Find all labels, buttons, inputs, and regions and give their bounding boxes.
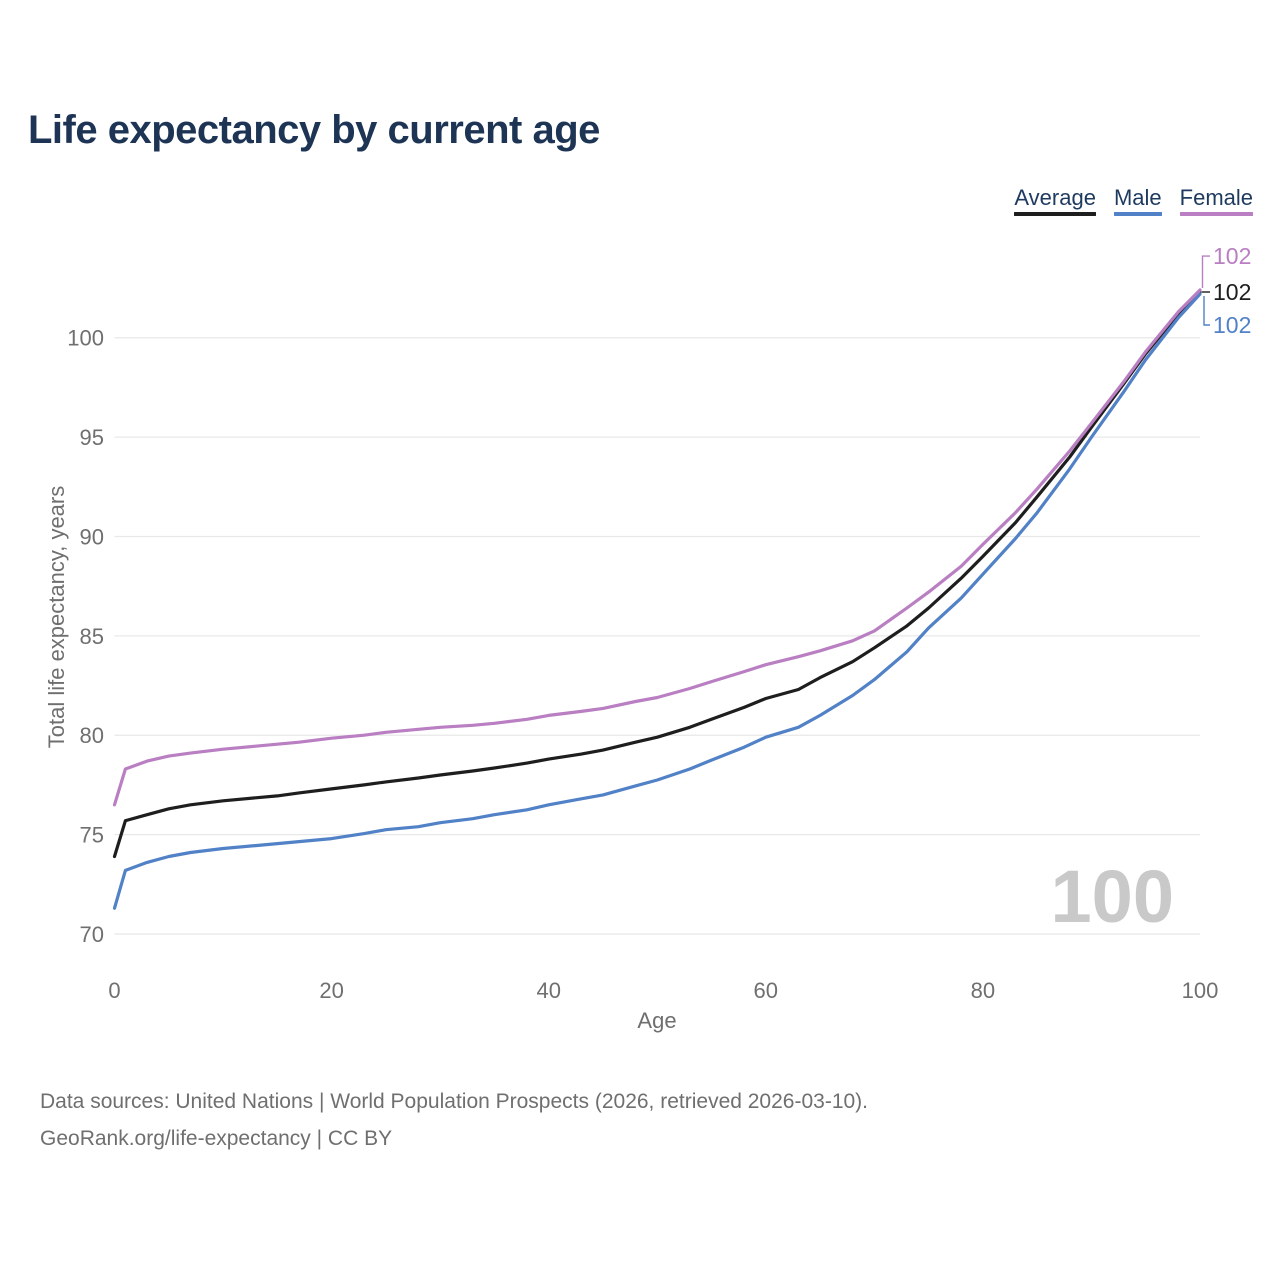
legend-swatch-male: [1113, 212, 1162, 216]
page-title: Life expectancy by current age: [28, 108, 600, 152]
legend-item-male[interactable]: Male: [1113, 185, 1162, 216]
footer-attribution: GeoRank.org/life-expectancy | CC BY: [40, 1127, 393, 1150]
series-line-average: [112, 290, 1202, 859]
legend-label-female: Female: [1179, 185, 1253, 210]
x-tick-label-20: 20: [319, 978, 343, 1003]
legend-label-average: Average: [1014, 185, 1096, 210]
watermark-age-counter: 100: [1051, 855, 1174, 938]
y-tick-label-70: 70: [80, 922, 104, 947]
y-tick-label-85: 85: [80, 624, 104, 649]
series-line-male: [112, 292, 1202, 910]
y-tick-label-80: 80: [80, 723, 104, 748]
x-tick-label-0: 0: [108, 978, 120, 1003]
x-tick-label-100: 100: [1182, 978, 1219, 1003]
legend-label-male: Male: [1113, 185, 1162, 210]
end-label-connector-male: [1203, 295, 1210, 326]
x-tick-label-80: 80: [971, 978, 995, 1003]
legend-item-average[interactable]: Average: [1014, 186, 1096, 216]
end-label-connector-female: [1201, 255, 1210, 289]
end-label-male: 102: [1213, 312, 1251, 338]
legend-swatch-female: [1179, 212, 1253, 216]
series-line-female: [112, 288, 1202, 807]
legend-swatch-average: [1014, 212, 1096, 216]
y-tick-label-90: 90: [80, 524, 104, 549]
footer-data-sources: Data sources: United Nations | World Pop…: [40, 1090, 869, 1113]
x-axis-title: Age: [637, 1008, 677, 1033]
end-label-average: 102: [1213, 279, 1251, 305]
end-label-female: 102: [1213, 243, 1251, 269]
x-tick-label-60: 60: [754, 978, 778, 1003]
x-tick-label-40: 40: [536, 978, 560, 1003]
legend-item-female[interactable]: Female: [1179, 185, 1253, 216]
y-tick-label-75: 75: [80, 823, 104, 848]
y-tick-label-95: 95: [80, 425, 104, 450]
y-axis-title: Total life expectancy, years: [44, 485, 69, 749]
y-tick-label-100: 100: [67, 326, 104, 351]
legend: Average Male Female: [1014, 186, 1253, 216]
